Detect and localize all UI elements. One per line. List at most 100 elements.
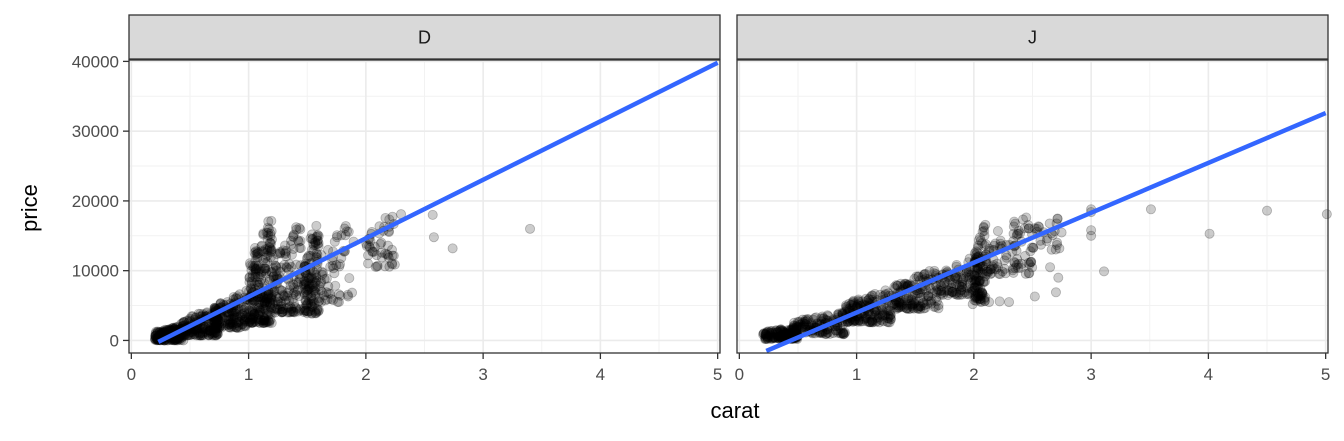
data-point (270, 260, 281, 271)
data-point (291, 289, 302, 300)
data-point (229, 312, 240, 323)
data-point (226, 314, 237, 325)
data-point (244, 316, 255, 327)
data-point (260, 257, 271, 268)
data-point (254, 315, 265, 326)
data-point (208, 321, 219, 332)
data-point (307, 233, 318, 244)
data-point (370, 261, 381, 272)
data-point (155, 328, 166, 339)
data-point (361, 241, 372, 252)
data-point (1050, 287, 1061, 298)
data-point (276, 307, 287, 318)
data-point (766, 326, 777, 337)
data-point (217, 318, 228, 329)
data-point (783, 328, 794, 339)
data-point (275, 296, 286, 307)
data-point (313, 296, 324, 307)
data-point (158, 326, 169, 337)
data-point (788, 323, 799, 334)
data-point (229, 307, 240, 318)
data-point (246, 317, 257, 328)
data-point (762, 333, 773, 344)
data-point (195, 330, 206, 341)
data-point (310, 289, 321, 300)
data-point (306, 295, 317, 306)
data-point (839, 327, 850, 338)
data-point (323, 281, 334, 292)
data-point (219, 311, 230, 322)
data-point (269, 287, 280, 298)
data-point (261, 317, 272, 328)
data-point (175, 333, 186, 344)
data-point (256, 315, 267, 326)
data-point (257, 315, 268, 326)
data-point (259, 265, 270, 276)
data-point (335, 290, 346, 301)
data-point (367, 246, 378, 257)
data-point (777, 325, 788, 336)
data-point (285, 280, 296, 291)
data-point (254, 304, 265, 315)
data-point (247, 305, 258, 316)
data-point (256, 274, 267, 285)
data-point (767, 333, 778, 344)
data-point (266, 303, 277, 314)
data-point (271, 249, 282, 260)
data-point (305, 272, 316, 283)
data-point (340, 221, 351, 232)
data-point (235, 311, 246, 322)
data-point (266, 266, 277, 277)
data-point (260, 263, 271, 274)
data-point (295, 235, 306, 246)
x-tick-label: 1 (852, 365, 861, 384)
data-point (189, 329, 200, 340)
data-point (209, 321, 220, 332)
data-point (189, 328, 200, 339)
data-point (293, 277, 304, 288)
data-point (336, 252, 347, 263)
data-point (289, 287, 300, 298)
data-point (213, 315, 224, 326)
data-point (252, 248, 263, 259)
data-point (762, 333, 773, 344)
data-point (259, 297, 270, 308)
data-point (380, 248, 391, 259)
data-point (992, 226, 1003, 237)
y-tick-label: 10000 (72, 262, 119, 281)
data-point (210, 317, 221, 328)
data-point (288, 298, 299, 309)
data-point (152, 327, 163, 338)
data-point (771, 325, 782, 336)
data-point (311, 220, 322, 231)
data-point (229, 313, 240, 324)
data-point (315, 285, 326, 296)
data-point (326, 294, 337, 305)
data-point (259, 263, 270, 274)
data-point (283, 264, 294, 275)
data-point (294, 273, 305, 284)
data-point (231, 322, 242, 333)
data-point (428, 232, 439, 243)
data-point (260, 244, 271, 255)
data-point (258, 246, 269, 257)
data-point (363, 258, 374, 269)
data-point (773, 333, 784, 344)
data-point (210, 327, 221, 338)
data-point (262, 257, 273, 268)
data-point (266, 294, 277, 305)
data-point (154, 327, 165, 338)
data-point (1053, 272, 1064, 283)
data-point (262, 293, 273, 304)
data-point (266, 317, 277, 328)
data-point (265, 238, 276, 249)
data-point (197, 328, 208, 339)
data-point (907, 302, 918, 313)
data-point (178, 316, 189, 327)
data-point (331, 232, 342, 243)
data-point (251, 313, 262, 324)
data-point (275, 304, 286, 315)
data-point (150, 331, 161, 342)
data-point (195, 330, 206, 341)
data-point (286, 261, 297, 272)
